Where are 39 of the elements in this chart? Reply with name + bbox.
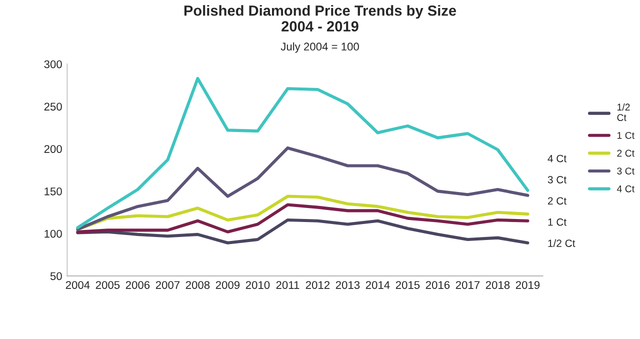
x-tick-label: 2019 [516, 281, 540, 289]
chart-subtitle: July 2004 = 100 [280, 42, 359, 53]
y-tick-label: 200 [44, 145, 62, 153]
x-tick-label: 2009 [216, 281, 240, 289]
text: 1/2 Ct [548, 239, 576, 247]
x-tick-label: 2014 [366, 281, 390, 289]
chart-title: Polished Diamond Price Trends by Size 2004 - 2019 [184, 5, 456, 32]
legend-label: 4 Ct [616, 185, 634, 192]
y-tick-label: 100 [44, 230, 62, 238]
text: 1 Ct [548, 218, 566, 226]
x-tick-label: 2010 [246, 281, 270, 289]
x-tick-label: 2005 [96, 281, 120, 289]
x-tick-label: 2017 [456, 281, 480, 289]
line-series [76, 76, 530, 230]
x-tick-label: 2018 [486, 281, 510, 289]
x-tick-label: 2016 [426, 281, 450, 289]
line-series [76, 218, 530, 244]
line-series [76, 194, 530, 231]
legend-label: 2 Ct [617, 150, 634, 157]
legend-label: 1/2 Ct [617, 103, 630, 122]
x-tick-label: 2015 [396, 281, 420, 289]
x-tick-label: 2013 [336, 281, 360, 289]
legend-label: 3 Ct [617, 168, 634, 174]
x-tick-label: 2011 [276, 281, 300, 289]
x-tick-label: 2006 [126, 281, 150, 289]
text: 4 Ct [548, 154, 566, 162]
x-tick-label: 2008 [186, 281, 210, 289]
x-tick-label: 2007 [156, 281, 180, 289]
line-series [76, 203, 530, 234]
y-tick-label: 50 [50, 272, 62, 280]
y-tick-label: 150 [44, 187, 62, 196]
legend-label: 1 Ct [617, 132, 634, 139]
text: 2 Ct [548, 197, 566, 205]
line-series [76, 146, 530, 231]
text: 3 Ct [548, 176, 566, 184]
x-tick-label: 2012 [306, 281, 330, 289]
x-tick-label: 2004 [66, 281, 90, 289]
y-tick-label: 250 [44, 102, 62, 111]
y-tick-label: 300 [44, 60, 62, 68]
